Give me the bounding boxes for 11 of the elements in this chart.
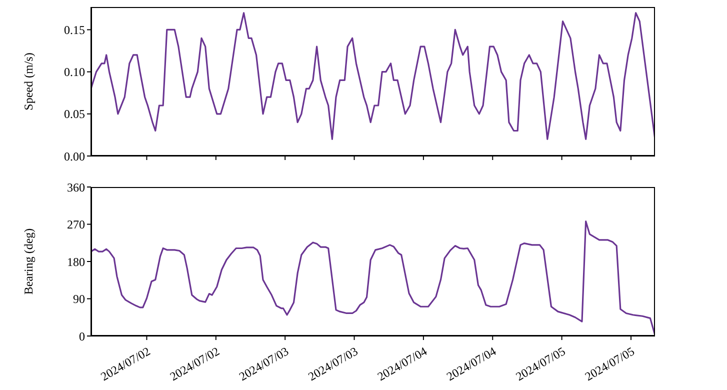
y-tick-label: 0.10 <box>64 65 85 80</box>
y-axis-title: Speed (m/s) <box>21 52 36 110</box>
y-tick-label: 0.05 <box>64 107 85 122</box>
y-tick-label: 180 <box>67 254 85 269</box>
y-tick-label: 0 <box>79 329 85 344</box>
y-tick-label: 0.15 <box>64 22 85 37</box>
y-axis-title: Bearing (deg) <box>21 228 36 295</box>
y-tick-label: 0.00 <box>64 149 85 164</box>
y-tick-label: 360 <box>67 180 85 194</box>
y-tick-label: 90 <box>73 292 85 306</box>
y-tick-label: 270 <box>67 218 85 232</box>
